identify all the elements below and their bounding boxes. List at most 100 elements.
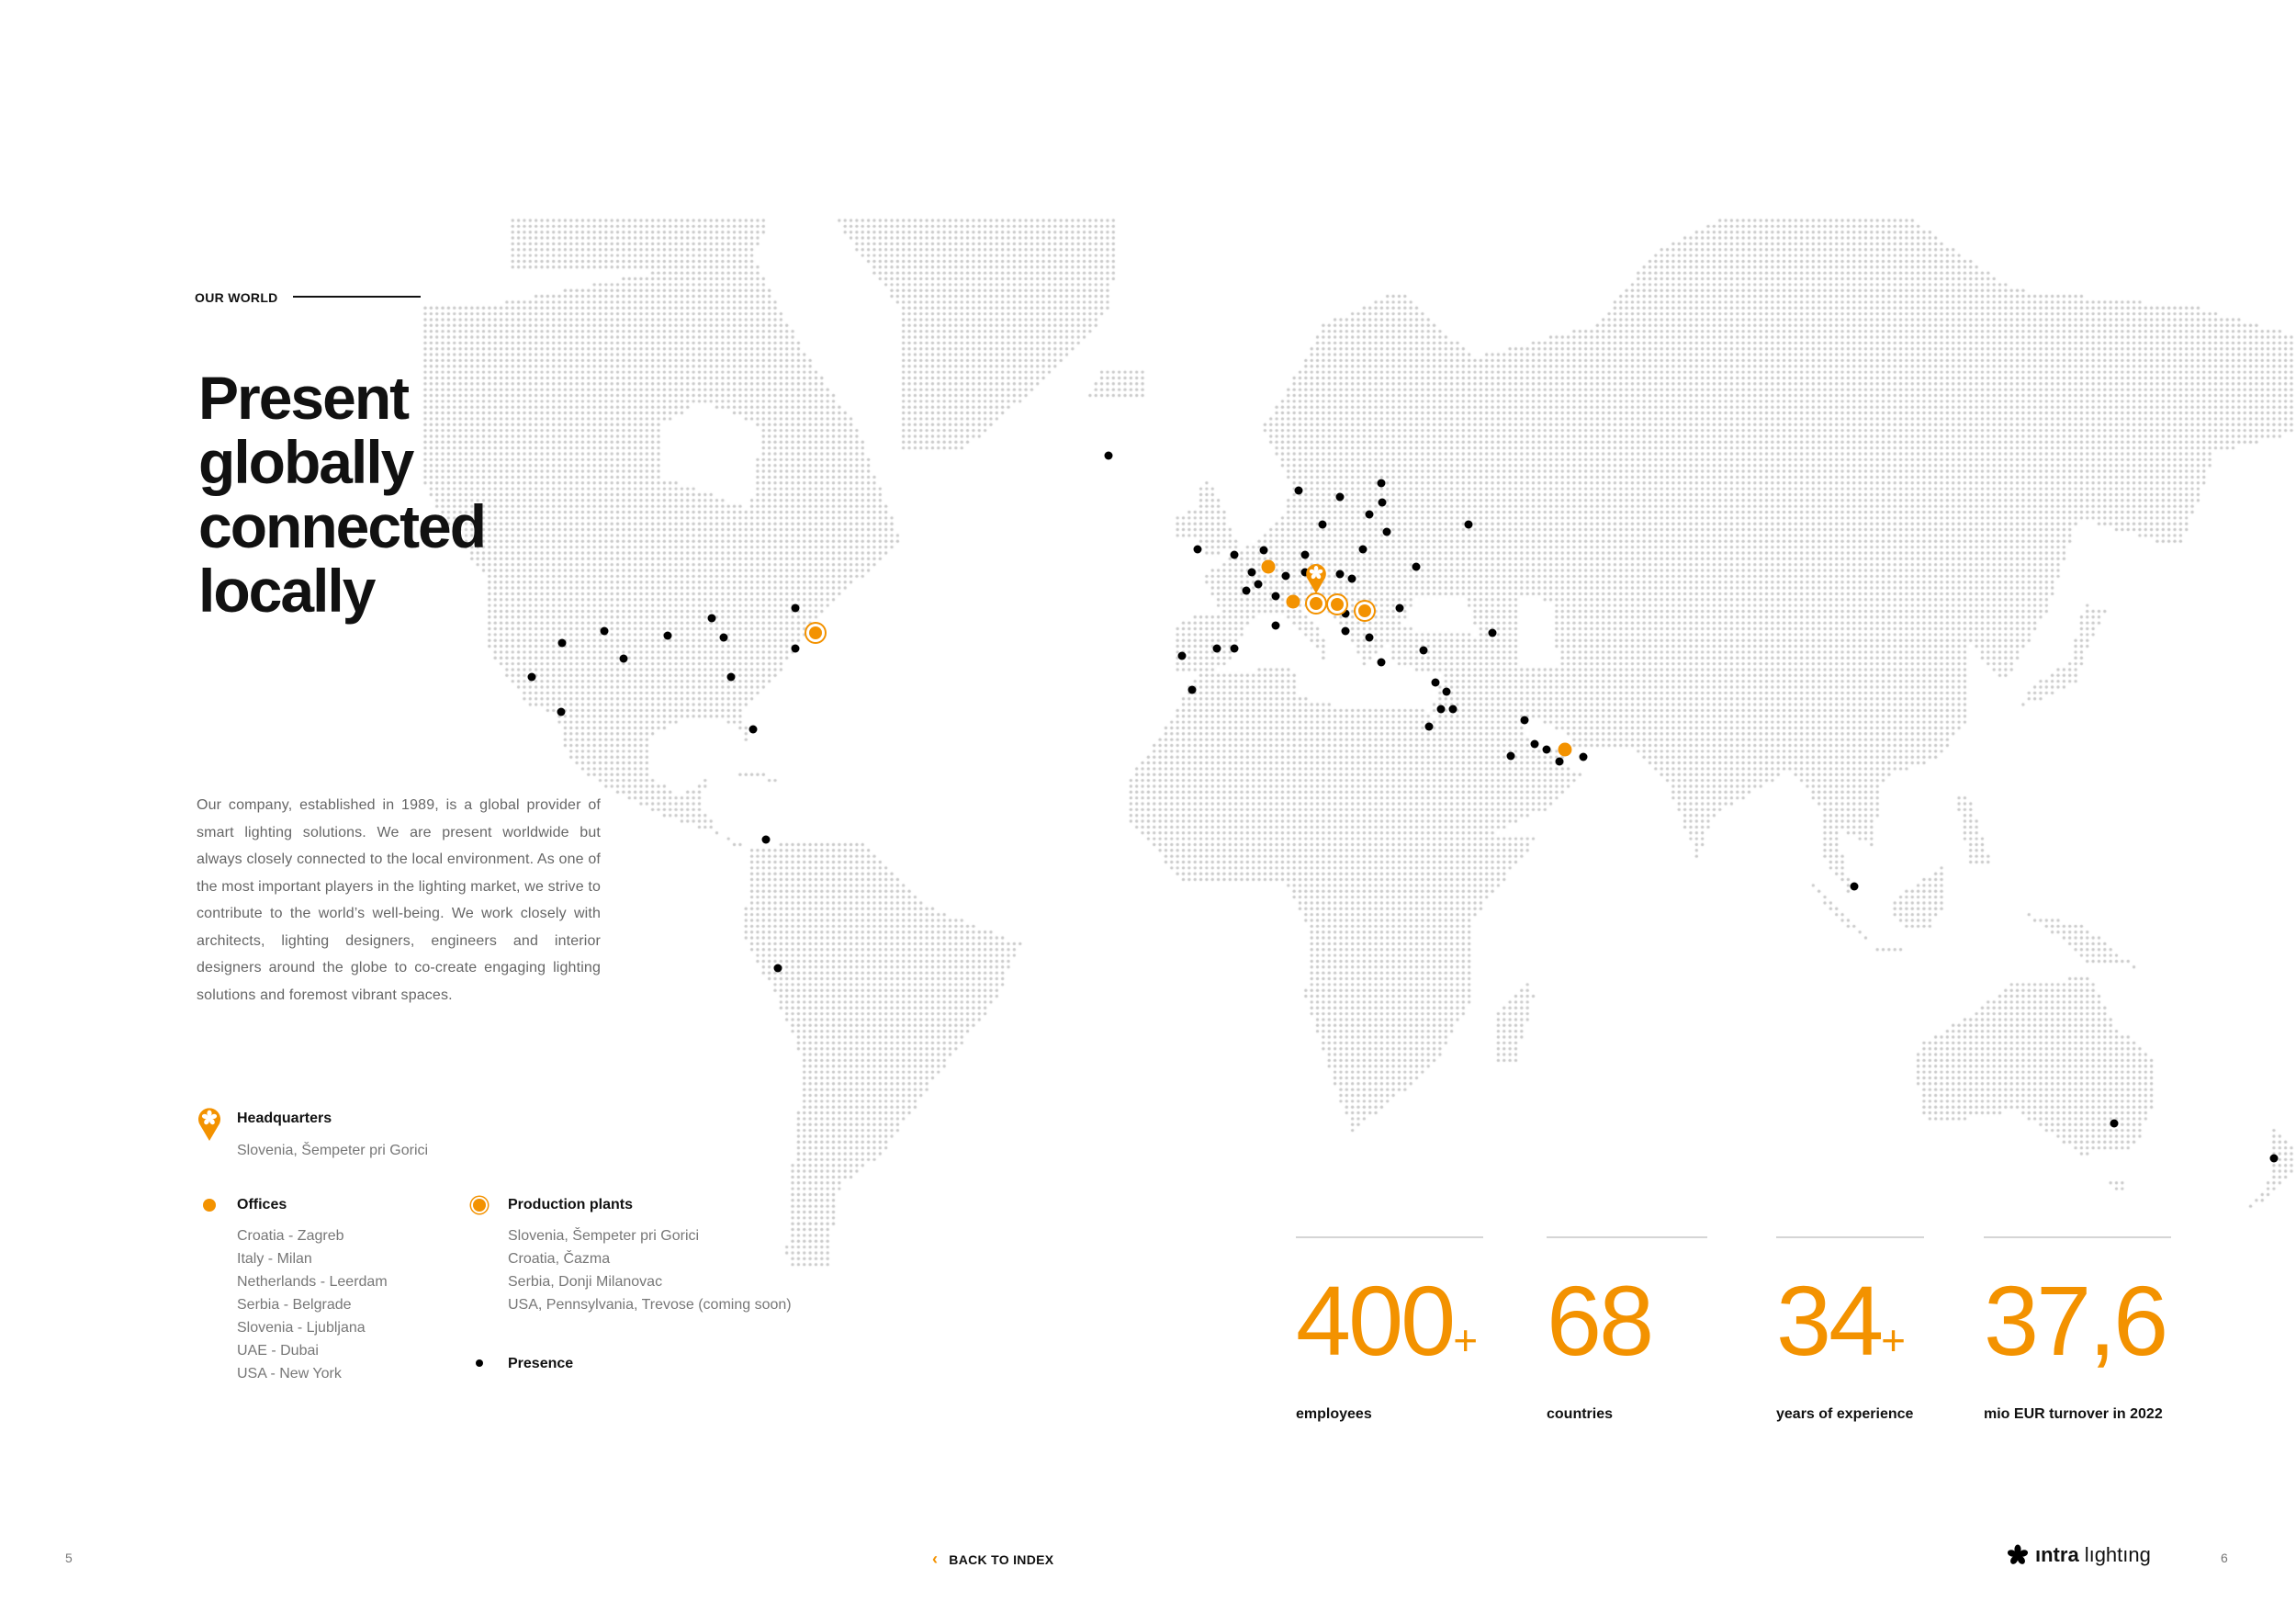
- legend-presence-title: Presence: [508, 1356, 574, 1371]
- presence-marker: [1378, 498, 1387, 507]
- logo-word-lighting: lıghtıng: [2084, 1543, 2151, 1566]
- title-line: connected: [198, 492, 487, 560]
- presence-marker: [1542, 745, 1551, 754]
- stat-divider: [1776, 1236, 1924, 1238]
- plant-item: Croatia, Čazma: [508, 1251, 611, 1267]
- back-to-index-label: BACK TO INDEX: [949, 1551, 1054, 1567]
- stat-label: countries: [1547, 1406, 1614, 1422]
- presence-marker: [1358, 545, 1367, 554]
- legend-offices-list: Croatia - Zagreb Italy - Milan Netherlan…: [237, 1224, 388, 1385]
- back-to-index-link[interactable]: ‹ BACK TO INDEX: [932, 1550, 1053, 1569]
- presence-marker: [1193, 545, 1202, 554]
- eyebrow-divider: [293, 296, 421, 298]
- presence-marker: [1294, 486, 1303, 495]
- page-number-left: 5: [65, 1551, 73, 1565]
- presence-marker: [1431, 678, 1439, 687]
- presence-marker: [726, 672, 736, 682]
- presence-marker: [1212, 644, 1221, 653]
- presence-marker: [1230, 644, 1239, 653]
- logo-word-intra: ıntra: [2035, 1543, 2079, 1566]
- presence-marker: [1555, 757, 1564, 766]
- presence-marker: [1365, 633, 1374, 642]
- presence-marker: [719, 633, 728, 642]
- presence-marker: [1271, 592, 1280, 601]
- office-marker: [1286, 594, 1300, 609]
- page-number-right: 6: [2221, 1551, 2228, 1565]
- title-line: locally: [198, 557, 376, 625]
- office-item: Slovenia - Ljubljana: [237, 1320, 366, 1336]
- presence-marker: [1377, 658, 1386, 667]
- stat-label: mio EUR turnover in 2022: [1984, 1406, 2163, 1422]
- presence-marker: [1520, 716, 1529, 725]
- intro-paragraph: Our company, established in 1989, is a g…: [197, 797, 601, 1003]
- legend-headquarters-title: Headquarters: [237, 1111, 332, 1126]
- map-pin-asterisk-icon: [1306, 563, 1327, 593]
- presence-marker: [791, 603, 800, 613]
- presence-marker: [1254, 580, 1263, 589]
- office-marker: [1558, 742, 1572, 757]
- office-dot-icon: [203, 1199, 216, 1212]
- presence-marker: [1247, 568, 1256, 577]
- legend-plants-list: Slovenia, Šempeter pri Gorici Croatia, Č…: [508, 1224, 792, 1316]
- presence-marker: [1230, 550, 1239, 559]
- stat-employees: 400+ employees: [1296, 1236, 1483, 1423]
- presence-dot-icon: [476, 1359, 483, 1367]
- stat-value: 400+: [1296, 1265, 1479, 1376]
- office-item: Serbia - Belgrade: [237, 1297, 352, 1313]
- flower-asterisk-icon: [2007, 1544, 2029, 1564]
- presence-marker: [1281, 571, 1290, 581]
- presence-marker: [1242, 586, 1251, 595]
- presence-marker: [1341, 626, 1350, 636]
- stat-value: 34+: [1776, 1265, 1907, 1376]
- presence-marker: [748, 725, 758, 734]
- presence-marker: [791, 644, 800, 653]
- presence-marker: [1506, 751, 1515, 761]
- presence-marker: [1464, 520, 1473, 529]
- presence-marker: [707, 614, 716, 623]
- presence-marker: [1341, 609, 1350, 618]
- presence-marker: [1395, 603, 1404, 613]
- presence-marker: [1382, 527, 1391, 536]
- office-marker: [1261, 559, 1276, 574]
- plant-item: USA, Pennsylvania, Trevose (coming soon): [508, 1297, 792, 1313]
- legend-plants-title: Production plants: [508, 1197, 633, 1212]
- presence-marker: [1300, 550, 1310, 559]
- office-item: Croatia - Zagreb: [237, 1228, 344, 1244]
- presence-marker: [1579, 752, 1588, 761]
- presence-marker: [1436, 705, 1446, 714]
- presence-marker: [1412, 562, 1421, 571]
- presence-marker: [1442, 687, 1451, 696]
- presence-marker: [1377, 479, 1386, 488]
- stat-divider: [1984, 1236, 2171, 1238]
- stat-label: employees: [1296, 1406, 1372, 1422]
- stat-value: 37,6: [1984, 1265, 2168, 1376]
- plant-ring-icon: [473, 1199, 486, 1212]
- presence-marker: [557, 707, 566, 716]
- stat-divider: [1296, 1236, 1483, 1238]
- presence-marker: [527, 672, 536, 682]
- presence-marker: [1850, 882, 1858, 891]
- presence-marker: [1335, 492, 1345, 501]
- plant-marker: [809, 626, 823, 639]
- section-eyebrow: OUR WORLD: [195, 290, 278, 305]
- stat-divider: [1547, 1236, 1707, 1238]
- presence-marker: [1177, 651, 1187, 660]
- presence-marker: [663, 631, 672, 640]
- presence-marker: [557, 638, 567, 648]
- presence-marker: [2269, 1154, 2279, 1163]
- presence-marker: [1259, 546, 1268, 555]
- presence-marker: [1318, 520, 1327, 529]
- map-pin-asterisk-icon: [198, 1108, 220, 1141]
- presence-marker: [600, 626, 609, 636]
- presence-marker: [1365, 510, 1374, 519]
- office-item: UAE - Dubai: [237, 1343, 319, 1359]
- plant-item: Slovenia, Šempeter pri Gorici: [508, 1228, 700, 1244]
- title-line: Present: [198, 364, 410, 432]
- presence-marker: [1335, 570, 1345, 579]
- plant-item: Serbia, Donji Milanovac: [508, 1274, 663, 1290]
- stat-turnover: 37,6 mio EUR turnover in 2022: [1984, 1236, 2171, 1423]
- presence-marker: [619, 654, 628, 663]
- plant-marker: [1310, 596, 1323, 610]
- presence-marker: [1300, 568, 1310, 577]
